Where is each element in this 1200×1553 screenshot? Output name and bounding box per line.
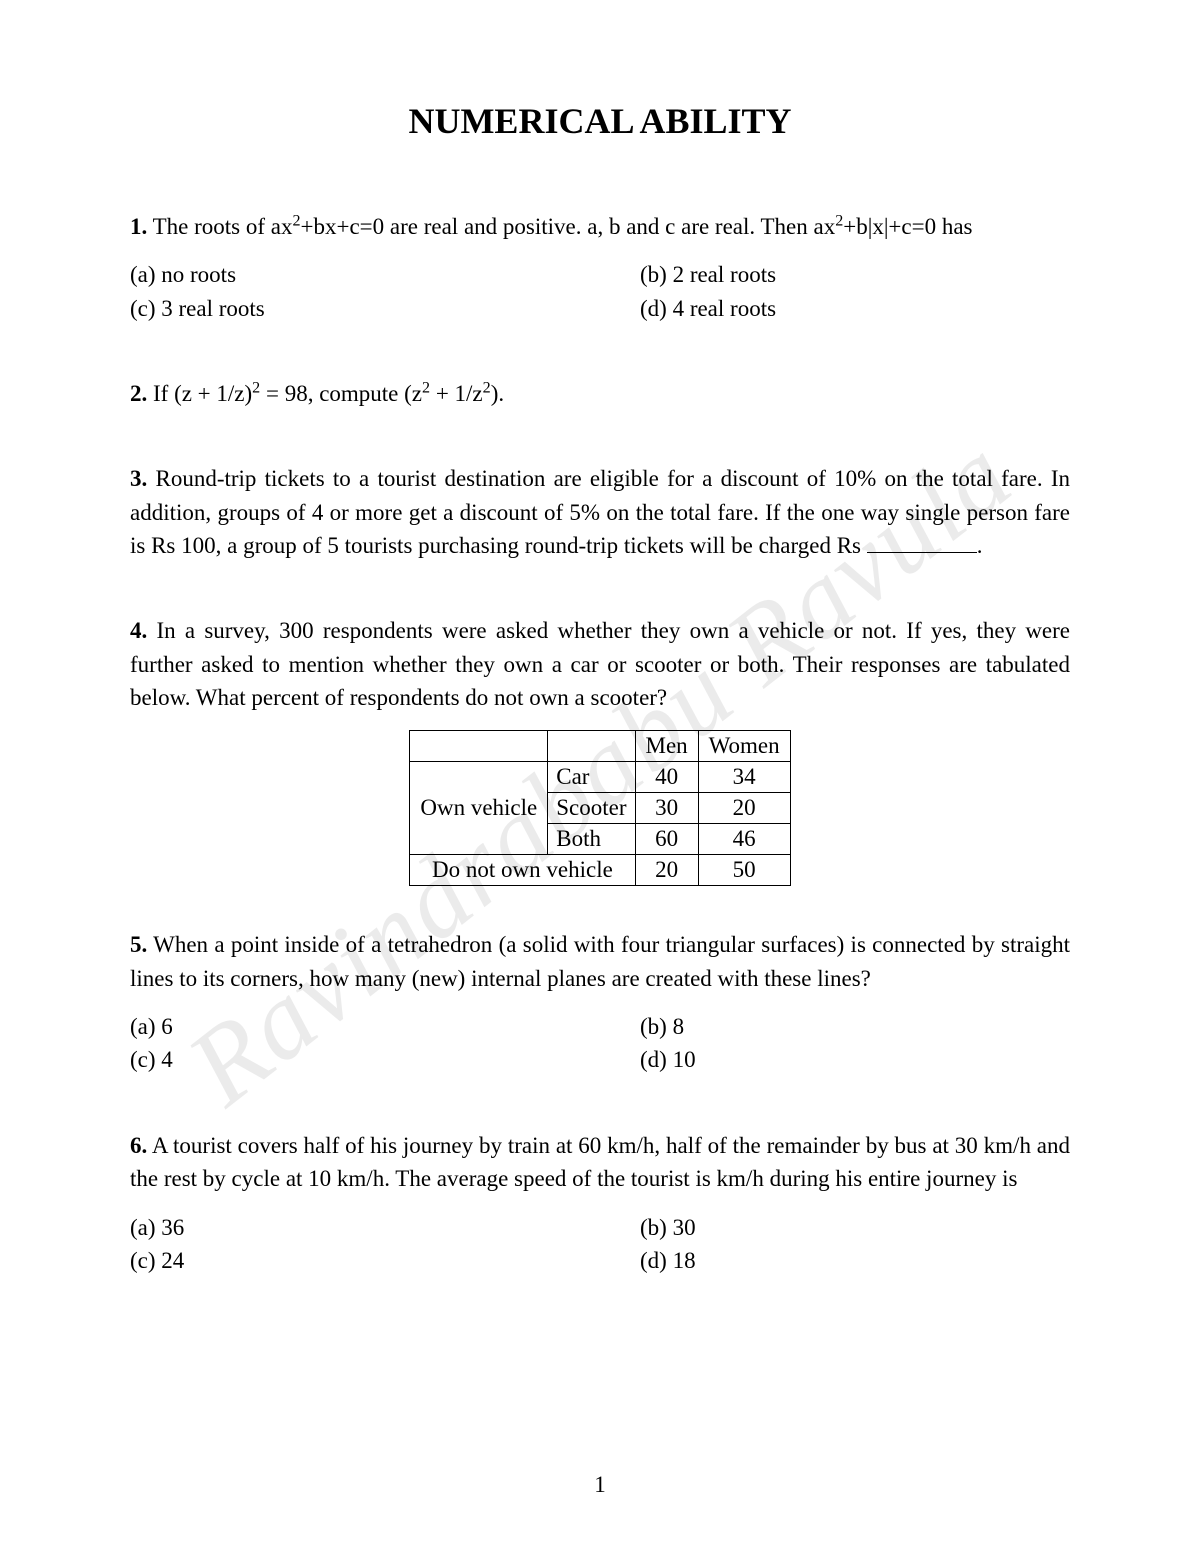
table-both-label: Both — [548, 824, 635, 855]
table-cell: 40 — [635, 762, 698, 793]
q5-number: 5. — [130, 932, 147, 957]
q1-number: 1. — [130, 214, 147, 239]
q5-opt-c: (c) 4 — [130, 1043, 600, 1076]
q5-options: (a) 6 (b) 8 (c) 4 (d) 10 — [130, 1010, 1070, 1077]
q2-text-1: If (z + 1/z) — [153, 381, 252, 406]
q6-text: A tourist covers half of his journey by … — [130, 1133, 1070, 1191]
table-row: Men Women — [410, 731, 790, 762]
table-cell: 30 — [635, 793, 698, 824]
question-1: 1. The roots of ax2+bx+c=0 are real and … — [130, 210, 1070, 243]
survey-table-wrap: Men Women Own vehicle Car 40 34 Scooter … — [130, 730, 1070, 886]
survey-table: Men Women Own vehicle Car 40 34 Scooter … — [409, 730, 790, 886]
question-2: 2. If (z + 1/z)2 = 98, compute (z2 + 1/z… — [130, 377, 1070, 410]
table-head-women: Women — [698, 731, 790, 762]
q3-after: . — [977, 533, 983, 558]
q3-number: 3. — [130, 466, 147, 491]
page-title: NUMERICAL ABILITY — [130, 100, 1070, 142]
table-cell: 50 — [698, 855, 790, 886]
q6-number: 6. — [130, 1133, 147, 1158]
table-not-own: Do not own vehicle — [410, 855, 635, 886]
table-cell: 20 — [698, 793, 790, 824]
question-5: 5. When a point inside of a tetrahedron … — [130, 928, 1070, 995]
question-3: 3. Round-trip tickets to a tourist desti… — [130, 462, 1070, 562]
q1-text-1: The roots of ax — [153, 214, 293, 239]
q4-number: 4. — [130, 618, 147, 643]
table-cell-empty — [410, 731, 548, 762]
q5-text: When a point inside of a tetrahedron (a … — [130, 932, 1070, 990]
q2-text-2: = 98, compute (z — [260, 381, 422, 406]
page-number: 1 — [0, 1472, 1200, 1498]
page-content: NUMERICAL ABILITY 1. The roots of ax2+bx… — [130, 100, 1070, 1277]
table-head-men: Men — [635, 731, 698, 762]
q1-opt-b: (b) 2 real roots — [600, 258, 1070, 291]
table-cell: 46 — [698, 824, 790, 855]
q1-sup1: 2 — [292, 212, 300, 229]
table-car-label: Car — [548, 762, 635, 793]
q6-opt-a: (a) 36 — [130, 1211, 600, 1244]
q5-opt-b: (b) 8 — [600, 1010, 1070, 1043]
table-own-vehicle: Own vehicle — [410, 762, 548, 855]
q6-opt-b: (b) 30 — [600, 1211, 1070, 1244]
q2-text-4: ). — [491, 381, 504, 406]
q6-opt-c: (c) 24 — [130, 1244, 600, 1277]
table-cell: 34 — [698, 762, 790, 793]
table-row: Own vehicle Car 40 34 — [410, 762, 790, 793]
q2-sup2: 2 — [422, 379, 430, 396]
q6-options: (a) 36 (b) 30 (c) 24 (d) 18 — [130, 1211, 1070, 1278]
table-cell: 20 — [635, 855, 698, 886]
q1-opt-c: (c) 3 real roots — [130, 292, 600, 325]
q4-text: In a survey, 300 respondents were asked … — [130, 618, 1070, 710]
q1-opt-d: (d) 4 real roots — [600, 292, 1070, 325]
q2-number: 2. — [130, 381, 147, 406]
table-scooter-label: Scooter — [548, 793, 635, 824]
table-row: Do not own vehicle 20 50 — [410, 855, 790, 886]
q6-opt-d: (d) 18 — [600, 1244, 1070, 1277]
q1-opt-a: (a) no roots — [130, 258, 600, 291]
table-cell-empty — [548, 731, 635, 762]
q1-options: (a) no roots (b) 2 real roots (c) 3 real… — [130, 258, 1070, 325]
table-cell: 60 — [635, 824, 698, 855]
q1-text-2: +bx+c=0 are real and positive. a, b and … — [301, 214, 836, 239]
q2-sup1: 2 — [252, 379, 260, 396]
question-6: 6. A tourist covers half of his journey … — [130, 1129, 1070, 1196]
question-4: 4. In a survey, 300 respondents were ask… — [130, 614, 1070, 714]
q5-opt-a: (a) 6 — [130, 1010, 600, 1043]
q2-text-3: + 1/z — [430, 381, 483, 406]
q5-opt-d: (d) 10 — [600, 1043, 1070, 1076]
q3-blank — [867, 530, 977, 553]
q1-text-3: +b|x|+c=0 has — [843, 214, 972, 239]
q2-sup3: 2 — [483, 379, 491, 396]
